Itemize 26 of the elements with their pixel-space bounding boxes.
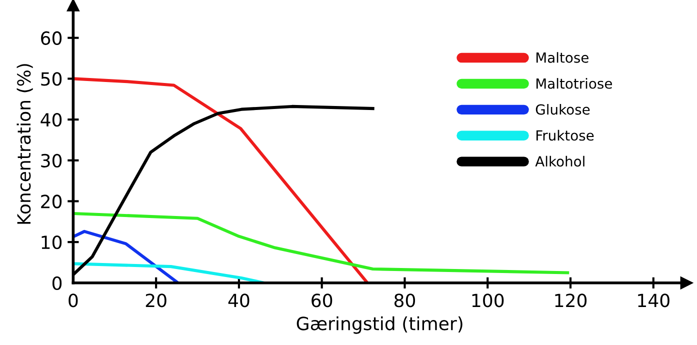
legend-label: Alkohol — [535, 156, 584, 167]
x-tick-label: 140 — [638, 294, 670, 308]
line-series — [73, 230, 180, 283]
line-series — [73, 262, 266, 283]
y-tick-label: 40 — [40, 112, 62, 127]
x-tick-label: 80 — [394, 294, 416, 308]
y-tick-label: 0 — [52, 276, 62, 290]
x-tick-label: 120 — [555, 294, 587, 308]
y-tick-label: 20 — [41, 194, 62, 208]
y-tick-label: 10 — [42, 236, 62, 250]
x-tick-label: 0 — [68, 294, 78, 308]
y-tick-label: 30 — [41, 154, 62, 168]
x-tick-label: 40 — [228, 294, 250, 308]
y-axis-title: Koncentration (%) — [16, 64, 33, 224]
x-tick-label: 20 — [146, 294, 166, 308]
line-series — [73, 77, 369, 283]
y-tick-label: 50 — [41, 72, 62, 86]
x-tick-label: 60 — [312, 294, 332, 308]
y-tick-label: 60 — [41, 31, 62, 45]
legend-label: Maltotriose — [536, 78, 612, 89]
legend-label: Glukose — [536, 104, 590, 115]
legend-label: Maltose — [536, 52, 588, 63]
x-axis-title: Gæringstid (timer) — [296, 316, 462, 334]
line-series — [73, 212, 570, 274]
legend-label: Fruktose — [536, 130, 594, 141]
x-tick-label: 100 — [472, 294, 504, 308]
